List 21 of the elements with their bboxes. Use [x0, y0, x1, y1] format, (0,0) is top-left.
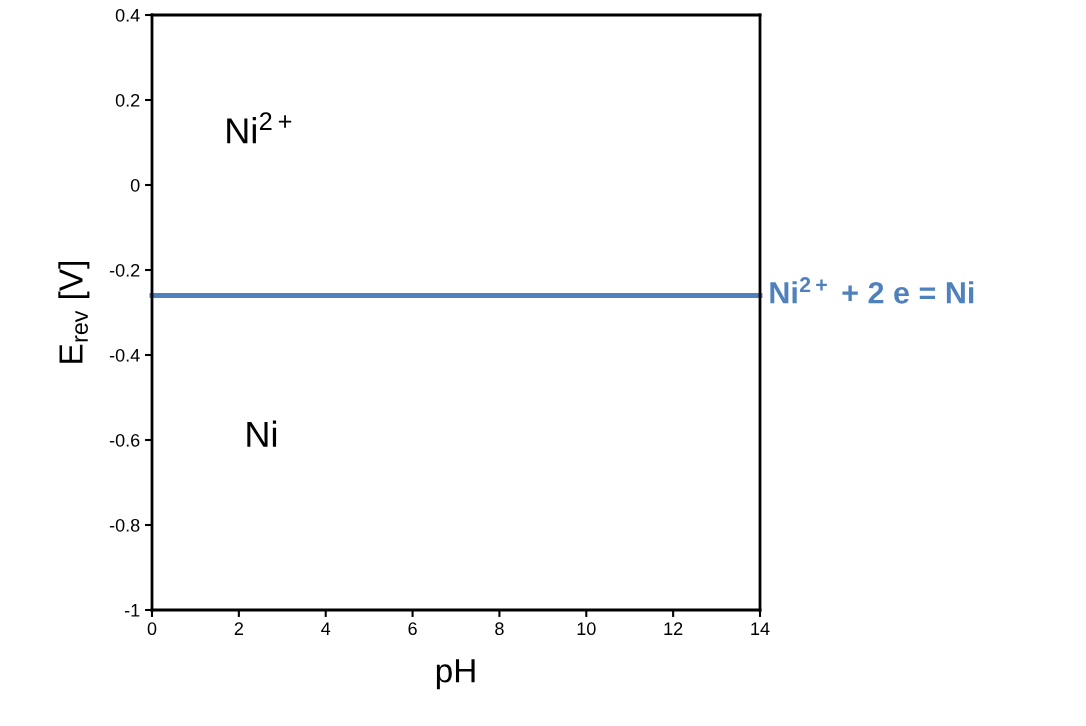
annotation: Ni	[247, 420, 277, 447]
x-tick-label: 6	[408, 622, 417, 636]
y-tick-label: -0.6	[109, 433, 140, 447]
x-axis-title: pH	[436, 659, 475, 690]
x-tick-label: 2	[234, 622, 243, 635]
x-tick-label: 8	[495, 622, 504, 636]
y-tick-label: 0.4	[115, 8, 140, 22]
y-axis-title: E$_{rev}$ [V]	[58, 262, 90, 363]
x-tick-label: 10	[577, 622, 596, 636]
y-tick-label: -0.4	[109, 348, 140, 362]
x-tick-label: 0	[147, 622, 157, 636]
x-tick-label: 14	[751, 622, 770, 635]
x-tick-label: 12	[664, 622, 683, 635]
x-tick-label: 4	[321, 622, 331, 635]
y-tick-label: -0.2	[109, 263, 140, 277]
y-tick-label: 0.2	[115, 93, 140, 107]
y-tick-label: -0.8	[109, 518, 140, 532]
series-label: Ni$^{2+}$ + 2 e = Ni	[770, 277, 974, 304]
y-tick-label: 0	[130, 178, 140, 192]
annotation: Ni$^{2+}$	[227, 112, 292, 144]
y-tick-label: -1	[124, 604, 140, 617]
